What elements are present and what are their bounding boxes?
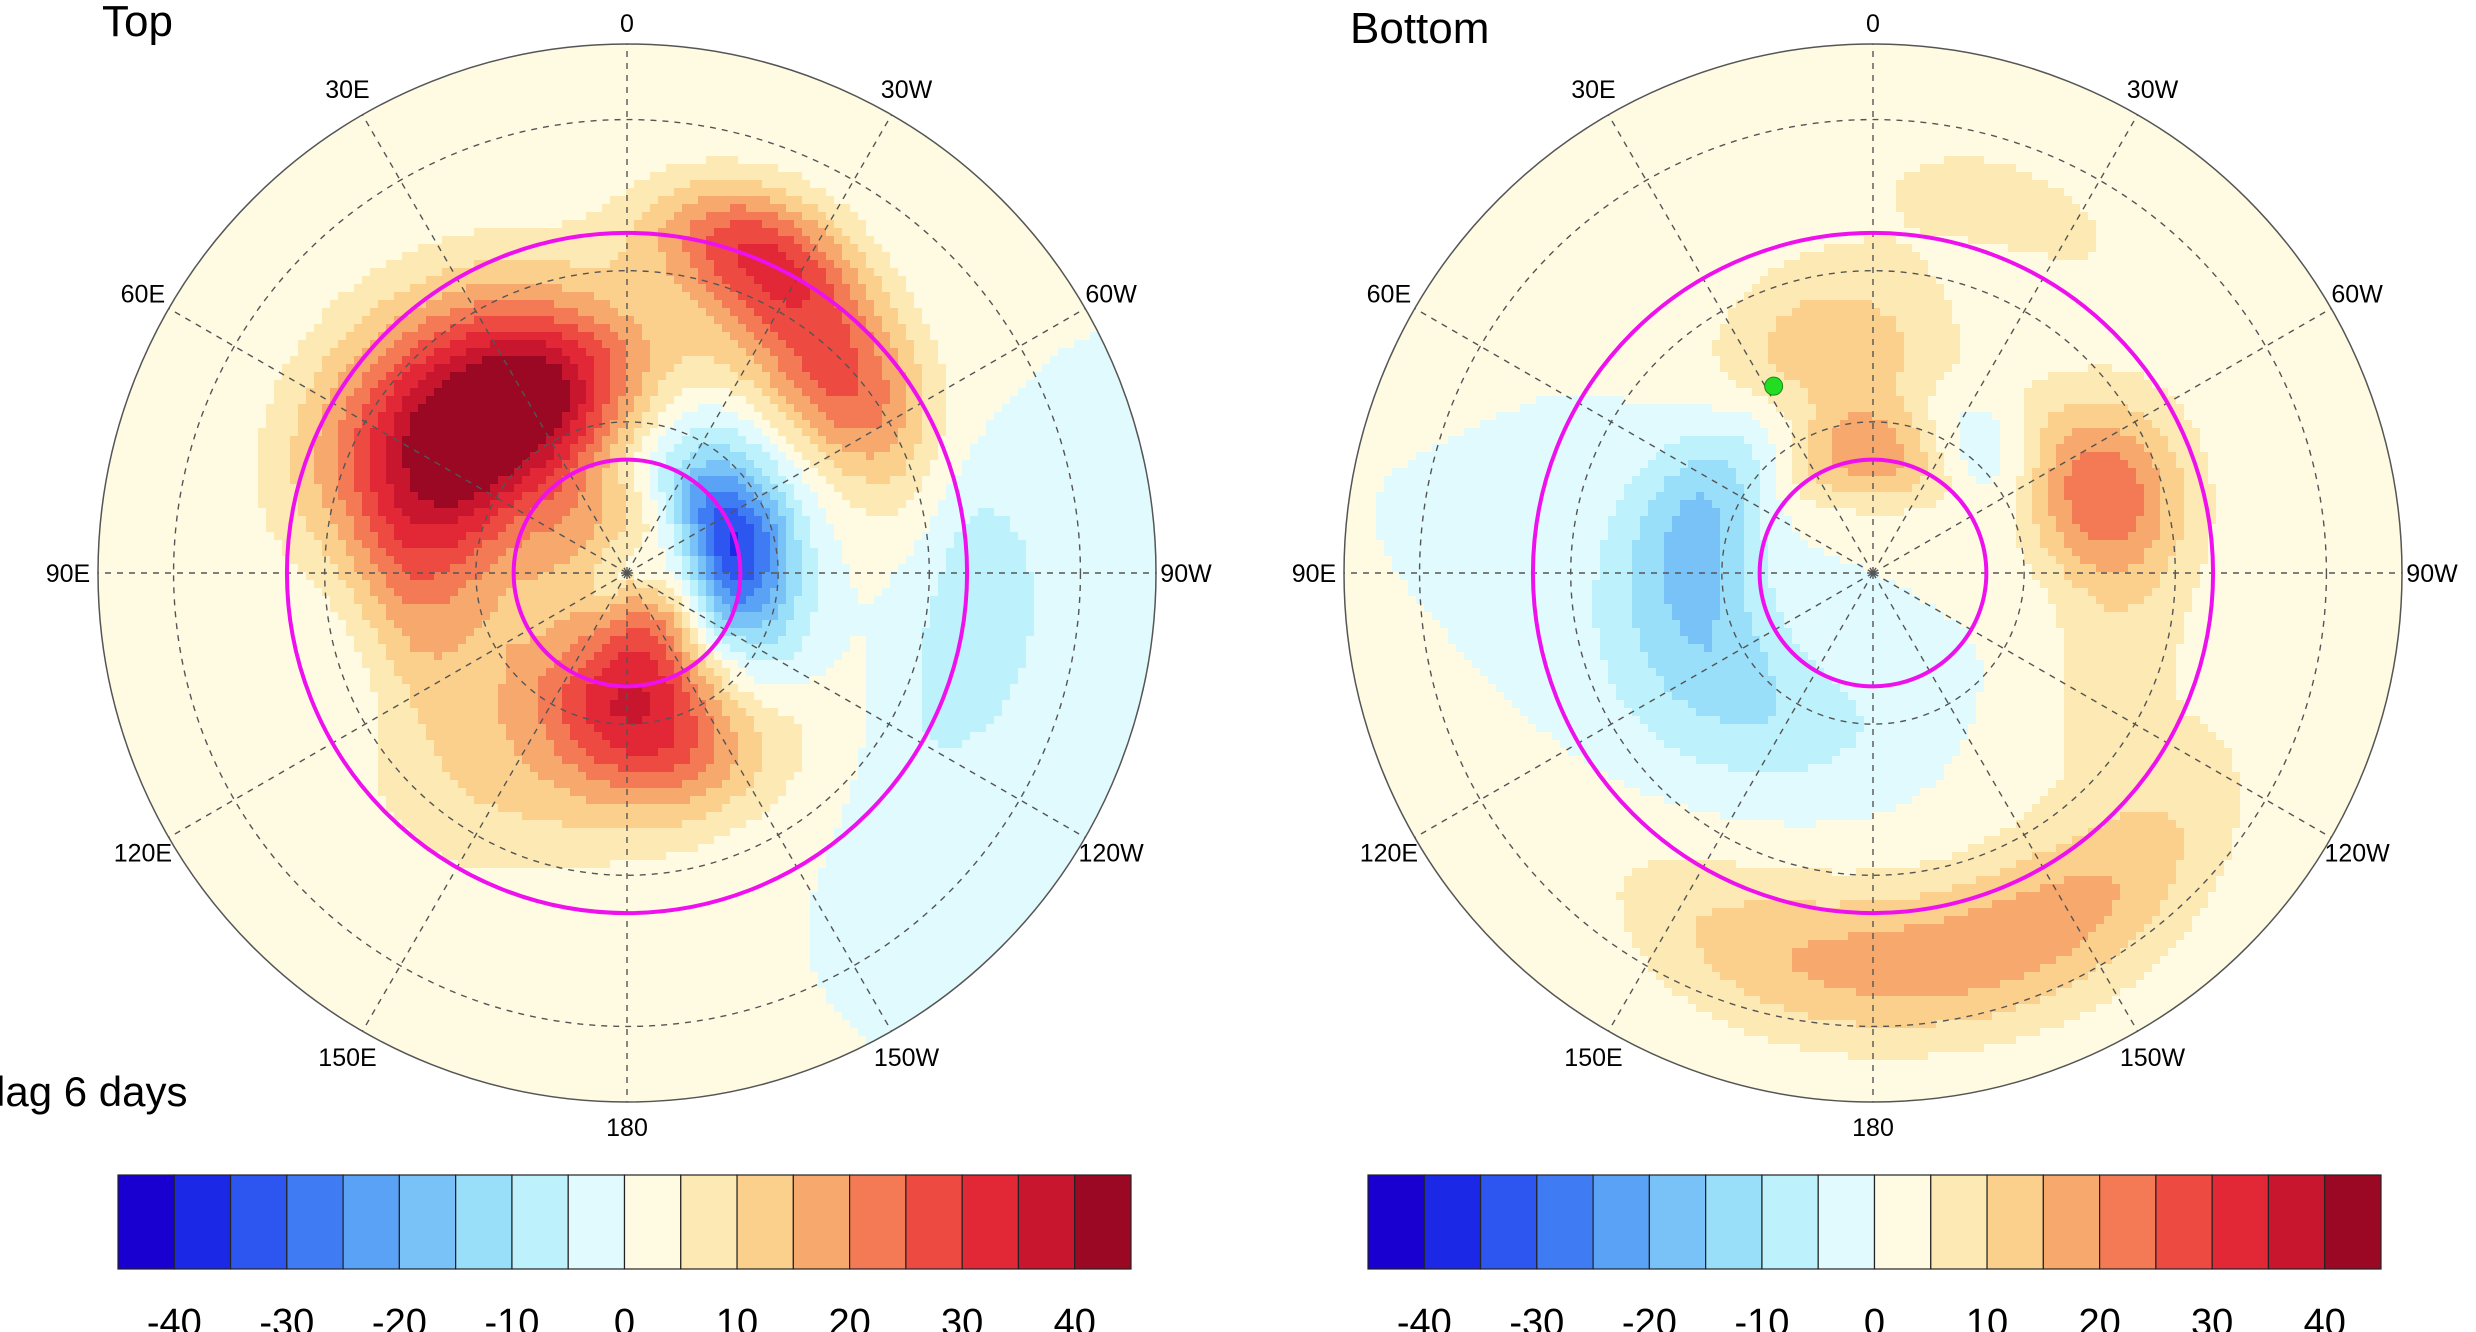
colorbar-swatch — [2267, 1174, 2326, 1270]
lon-label: 30E — [325, 76, 369, 104]
lon-label: 120E — [1360, 840, 1418, 868]
lon-label: 0 — [1866, 10, 1880, 38]
colorbar-tick-label: 10 — [1966, 1302, 2008, 1332]
colorbar-swatch — [1592, 1174, 1650, 1270]
lon-label: 30W — [881, 76, 933, 104]
colorbar-tick-label: 0 — [1864, 1302, 1885, 1332]
colorbar-tick-label: -30 — [1509, 1302, 1564, 1332]
colorbar-swatch — [1423, 1174, 1482, 1270]
polar-map-bottom: 0 30W 60W 90W 120W 150W 180 150E 120E 90E 60E 30E — [1292, 10, 2458, 1142]
colorbar-swatch — [1479, 1174, 1538, 1270]
colorbar-swatch — [1986, 1174, 2044, 1270]
colorbar-swatch — [736, 1174, 794, 1270]
lon-label: 60E — [121, 281, 165, 309]
lon-label: 150E — [1564, 1044, 1622, 1072]
colorbar-swatch — [398, 1174, 457, 1270]
colorbar-swatch — [173, 1174, 232, 1270]
colorbar-tick-label: -10 — [484, 1302, 539, 1332]
colorbar-swatch — [117, 1174, 175, 1270]
colorbar-swatch — [2155, 1174, 2213, 1270]
colorbar-swatch — [1074, 1174, 1132, 1270]
lon-label: 150W — [2120, 1044, 2186, 1072]
anomaly-field-top — [98, 44, 1156, 1102]
colorbar-swatch — [1761, 1174, 1819, 1270]
colorbar-swatch — [2099, 1174, 2157, 1270]
colorbar-tick-label: 40 — [1054, 1302, 1096, 1332]
colorbar-tick-label: -20 — [1622, 1302, 1677, 1332]
colorbar-tick-label: 20 — [2078, 1302, 2120, 1332]
lon-label: 60E — [1367, 281, 1411, 309]
colorbar-swatch — [680, 1174, 738, 1270]
lon-label: 150E — [318, 1044, 376, 1072]
colorbar-tick-label: 40 — [2304, 1302, 2346, 1332]
colorbar-swatch — [229, 1174, 288, 1270]
colorbar-swatch — [567, 1174, 626, 1270]
lon-label: 0 — [620, 10, 634, 38]
lon-label: 30W — [2127, 76, 2179, 104]
colorbar-tick-label: 30 — [2191, 1302, 2233, 1332]
lon-label: 120W — [2324, 840, 2390, 868]
panel-title-top: Top — [102, 0, 173, 46]
lon-label: 30E — [1571, 76, 1615, 104]
colorbar-swatch — [342, 1174, 400, 1270]
colorbar-swatch — [511, 1174, 569, 1270]
colorbar-tick-label: -10 — [1734, 1302, 1789, 1332]
polar-map-top: 0 30W 60W 90W 120W 150W 180 150E 120E 90E 60E 30E — [46, 10, 1212, 1142]
lon-label: 60W — [1085, 281, 1137, 309]
colorbar-swatch — [2324, 1174, 2382, 1270]
map-boundary-bottom — [1343, 43, 2403, 1103]
colorbar-tick-label: 0 — [614, 1302, 635, 1332]
colorbar-tick-label: -20 — [372, 1302, 427, 1332]
magenta-rings-bottom — [1530, 230, 2216, 916]
lag-label: lag 6 days — [0, 1068, 187, 1115]
lon-label: 120E — [114, 840, 172, 868]
lon-label: 60W — [2331, 281, 2383, 309]
colorbar-swatch — [792, 1174, 851, 1270]
anomaly-field-bottom — [1344, 44, 2402, 1102]
colorbar-tick-label: 30 — [941, 1302, 983, 1332]
panel-title-bottom: Bottom — [1350, 4, 1489, 53]
colorbar-tick-label: 10 — [716, 1302, 758, 1332]
lon-label: 180 — [606, 1114, 648, 1142]
colorbar-swatch — [961, 1174, 1020, 1270]
map-boundary-top — [97, 43, 1157, 1103]
markers-bottom — [1764, 376, 1784, 396]
colorbar-swatch — [1817, 1174, 1876, 1270]
longitude-labels-bottom: 0 30W 60W 90W 120W 150W 180 150E 120E 90E 60E 30E — [1292, 10, 2458, 1142]
colorbar-bottom: -40 -30 -20 -10 0 10 20 30 40 — [1367, 1174, 2382, 1332]
lon-label: 90E — [46, 560, 90, 588]
green-dot — [1764, 376, 1784, 396]
longitude-labels-top: 0 30W 60W 90W 120W 150W 180 150E 120E 90E 60E 30E — [46, 10, 1212, 1142]
lon-label: 120W — [1078, 840, 1144, 868]
colorbar-top: -40 -30 -20 -10 0 10 20 30 40 — [117, 1174, 1132, 1332]
colorbar-swatch — [1367, 1174, 1425, 1270]
colorbar-swatch — [455, 1174, 513, 1270]
colorbar-swatch — [849, 1174, 907, 1270]
colorbar-swatch — [1930, 1174, 1988, 1270]
colorbar-swatch — [905, 1174, 963, 1270]
colorbar-swatch — [2042, 1174, 2101, 1270]
graticule-top — [98, 44, 1156, 1102]
lon-label: 90W — [2406, 560, 2458, 588]
magenta-rings-top — [284, 230, 970, 916]
colorbar-swatch — [1536, 1174, 1594, 1270]
colorbar-tick-label: -30 — [259, 1302, 314, 1332]
colorbar-swatch — [1017, 1174, 1076, 1270]
lon-label: 180 — [1852, 1114, 1894, 1142]
lon-label: 90E — [1292, 560, 1336, 588]
colorbar-swatch — [623, 1174, 682, 1270]
colorbar-tick-label: 20 — [828, 1302, 870, 1332]
colorbar-swatch — [2211, 1174, 2270, 1270]
lon-label: 90W — [1160, 560, 1212, 588]
colorbar-swatch — [286, 1174, 344, 1270]
colorbar-tick-label: -40 — [1397, 1302, 1452, 1332]
lon-label: 150W — [874, 1044, 940, 1072]
colorbar-swatch — [1648, 1174, 1707, 1270]
graticule-bottom — [1344, 44, 2402, 1102]
colorbar-swatch — [1873, 1174, 1932, 1270]
colorbar-swatch — [1705, 1174, 1763, 1270]
colorbar-tick-label: -40 — [147, 1302, 202, 1332]
